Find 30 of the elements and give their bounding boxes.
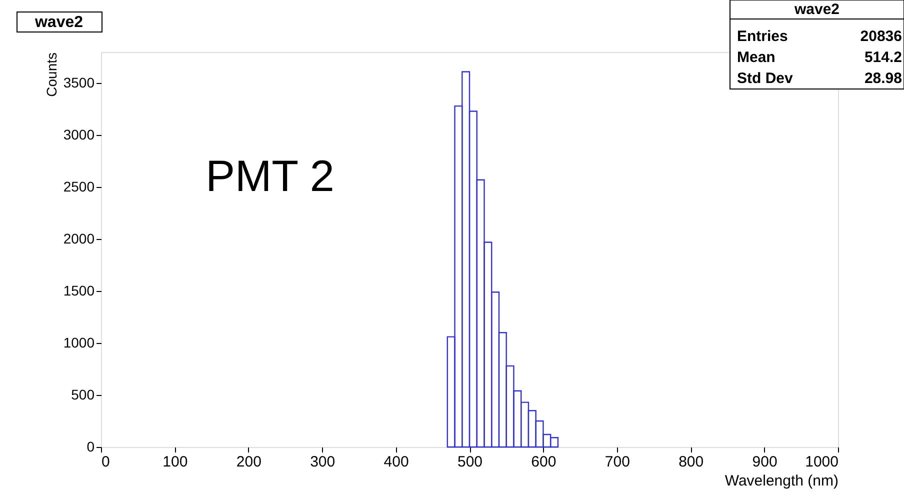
x-tick-label: 800: [678, 454, 704, 470]
x-tick-label: 0: [102, 454, 110, 470]
x-tick-label: 300: [310, 454, 336, 470]
text: wave2: [793, 1, 840, 18]
text: 28.98: [864, 70, 902, 87]
x-tick-label: 900: [752, 454, 778, 470]
x-tick-label: 700: [604, 454, 630, 470]
y-tick-label: 0: [86, 438, 95, 454]
y-tick-label: 2500: [63, 178, 95, 195]
x-tick-label: 1000: [805, 454, 838, 470]
y-tick-label: 2000: [63, 230, 95, 247]
text: 514.2: [864, 49, 902, 66]
annotation: PMT 2: [206, 152, 334, 201]
y-tick-label: 500: [71, 386, 95, 403]
x-tick-label: 500: [457, 454, 483, 470]
chart-title: wave2: [34, 14, 84, 31]
y-tick-label: 1000: [63, 334, 95, 351]
annotation: Std Dev: [737, 70, 794, 87]
x-tick-label: 200: [236, 454, 262, 470]
x-tick-label: 600: [531, 454, 556, 470]
y-tick-label: 1500: [63, 282, 95, 299]
text: Entries: [737, 28, 788, 45]
y-tick-label: 3500: [63, 74, 95, 91]
x-tick-label: 400: [384, 454, 409, 470]
y-tick-label: 3000: [63, 126, 95, 143]
x-tick-label: 100: [162, 454, 188, 470]
y-axis-title: Counts: [43, 52, 60, 97]
annotation: Mean: [737, 49, 776, 66]
text: 20836: [860, 28, 902, 45]
x-axis-title: Wavelength (nm): [724, 472, 838, 490]
